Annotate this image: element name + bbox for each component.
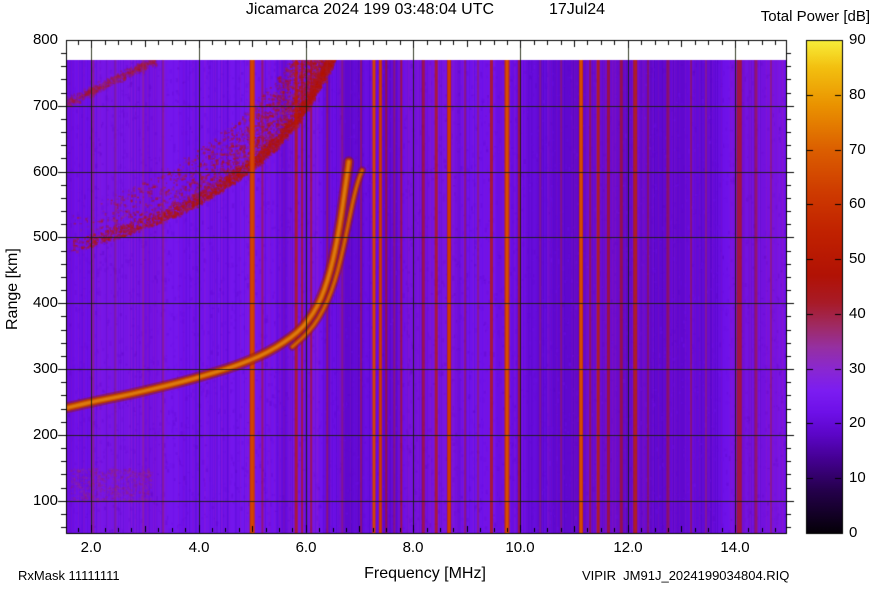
x-tick-label: 14.0: [720, 539, 750, 556]
x-tick-label: 4.0: [188, 539, 210, 556]
colorbar-tick-label: 0: [849, 524, 858, 541]
y-tick-label: 400: [32, 294, 58, 311]
rxmask-text: RxMask 11111111: [18, 568, 120, 583]
colorbar-tick-label: 50: [849, 250, 866, 267]
source-file-text: VIPIR JM91J_2024199034804.RIQ: [582, 568, 790, 583]
x-tick-label: 10.0: [505, 539, 535, 556]
colorbar-tick-label: 70: [849, 141, 866, 158]
colorbar-tick-label: 80: [849, 86, 866, 103]
plot-date: 17Jul24: [549, 1, 606, 18]
y-tick-label: 600: [32, 163, 58, 180]
x-axis-label: Frequency [MHz]: [364, 565, 486, 582]
plot-title: Jicamarca 2024 199 03:48:04 UTC: [245, 1, 495, 18]
y-tick-label: 300: [32, 360, 58, 377]
colorbar-tick-label: 40: [849, 305, 866, 322]
colorbar-tick-label: 30: [849, 360, 866, 377]
y-tick-label: 100: [32, 492, 58, 509]
y-tick-label: 700: [32, 97, 58, 114]
colorbar-tick-label: 90: [849, 31, 866, 48]
colorbar-tick-label: 10: [849, 469, 866, 486]
colorbar-title: Total Power [dB]: [760, 8, 870, 25]
x-tick-label: 8.0: [402, 539, 424, 556]
x-tick-label: 12.0: [613, 539, 643, 556]
y-tick-label: 800: [32, 31, 58, 48]
y-tick-label: 200: [32, 426, 58, 443]
y-tick-label: 500: [32, 228, 58, 245]
colorbar-tick-label: 60: [849, 195, 866, 212]
x-tick-label: 6.0: [295, 539, 317, 556]
x-tick-label: 2.0: [80, 539, 102, 556]
y-axis-label: Range [km]: [4, 248, 21, 330]
colorbar-tick-label: 20: [849, 414, 866, 431]
